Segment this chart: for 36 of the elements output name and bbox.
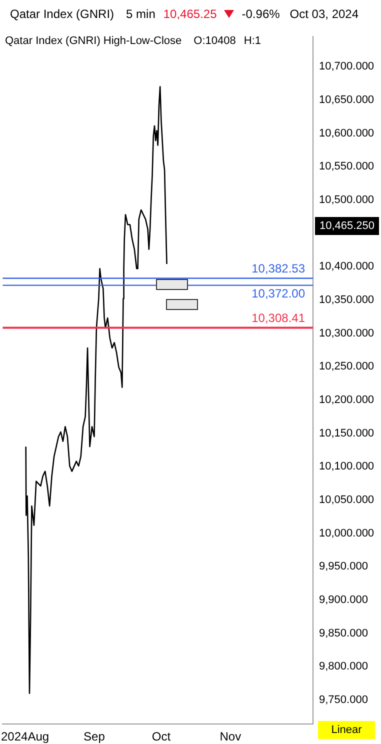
y-tick-label: 10,050.000 <box>319 494 374 506</box>
text: 10,465.250 <box>315 217 379 235</box>
y-tick-label: 10,600.000 <box>319 127 374 140</box>
text: Oct 03, 2024 <box>290 7 359 21</box>
ref-line-label: 10,382.53 <box>252 262 306 276</box>
y-tick-label: 10,500.000 <box>319 194 374 206</box>
y-tick-label: 10,150.000 <box>319 427 374 440</box>
y-tick-label: 10,300.000 <box>319 327 374 340</box>
annotation: H:1 <box>244 35 261 47</box>
y-tick-label: 9,750.000 <box>319 694 368 706</box>
ref-line-label: 10,372.00 <box>252 286 306 301</box>
ref-line-label: 10,308.41 <box>252 311 306 325</box>
x-tick-label: Sep <box>84 730 106 744</box>
y-tick-label: 10,650.000 <box>319 94 374 106</box>
annotation: Qatar Index (GNRI) High-Low-Close <box>5 35 182 47</box>
y-tick-label: 9,900.000 <box>319 594 368 606</box>
y-tick-label: 10,200.000 <box>319 394 374 406</box>
y-tick-label: 9,950.000 <box>319 560 368 573</box>
x-tick-label: Nov <box>220 730 242 744</box>
y-tick-label: 10,550.000 <box>319 160 374 173</box>
y-tick-label: 10,250.000 <box>319 360 374 373</box>
y-tick-label: 9,800.000 <box>319 660 368 673</box>
y-tick-label: 10,100.000 <box>319 460 374 473</box>
text: -0.96% <box>242 7 280 21</box>
annotation: O:10408 <box>194 35 236 47</box>
x-tick-label: 2024Aug <box>1 730 50 744</box>
y-tick-label: 10,350.000 <box>319 294 374 306</box>
chart-title: Qatar Index (GNRI) <box>10 7 114 21</box>
y-tick-label: 10,400.000 <box>319 260 374 273</box>
text: 5 min <box>126 7 156 21</box>
x-tick-label: Oct <box>152 730 172 744</box>
y-tick-label: 10,000.000 <box>319 527 374 540</box>
text: Linear <box>318 721 375 739</box>
y-tick-label: 10,700.000 <box>319 60 374 73</box>
text: 10,465.25 <box>163 7 217 21</box>
y-tick-label: 9,850.000 <box>319 627 368 640</box>
